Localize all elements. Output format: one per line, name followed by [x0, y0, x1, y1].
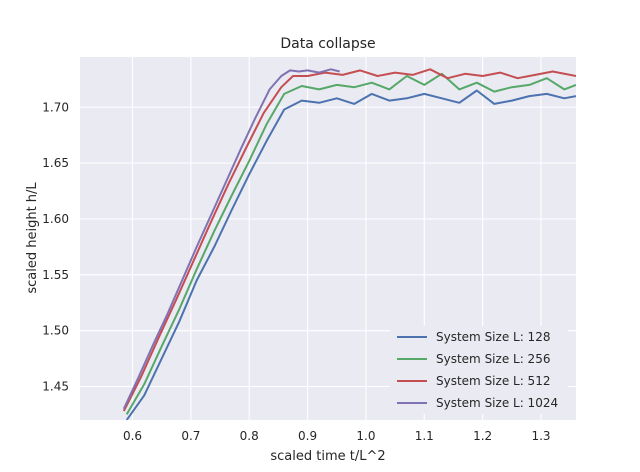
x-axis: 0.6 0.7 0.8 0.9 1.0 1.1 1.2 1.3: [123, 429, 551, 443]
x-tick-label: 1.0: [356, 429, 375, 443]
x-axis-label: scaled time t/L^2: [270, 449, 385, 464]
legend-box: [390, 326, 568, 414]
legend-label-2: System Size L: 512: [436, 374, 550, 388]
legend-label-1: System Size L: 256: [436, 352, 550, 366]
legend-label-3: System Size L: 1024: [436, 396, 558, 410]
x-tick-label: 0.7: [181, 429, 200, 443]
y-tick-label: 1.65: [42, 156, 69, 170]
y-tick-label: 1.60: [42, 212, 69, 226]
y-tick-label: 1.45: [42, 379, 69, 393]
x-tick-label: 0.9: [298, 429, 317, 443]
legend: System Size L: 128 System Size L: 256 Syst…: [390, 326, 568, 414]
x-tick-label: 0.6: [123, 429, 142, 443]
y-axis: 1.45 1.50 1.55 1.60 1.65 1.70: [42, 100, 69, 393]
series-layer: [122, 68, 576, 420]
x-tick-label: 0.8: [240, 429, 259, 443]
legend-label-0: System Size L: 128: [436, 330, 550, 344]
series-line-0: [125, 89, 576, 420]
x-tick-label: 1.1: [415, 429, 434, 443]
series-line-2: [122, 68, 576, 412]
y-axis-label: scaled height h/L: [25, 182, 40, 294]
y-tick-label: 1.70: [42, 100, 69, 114]
chart-title: Data collapse: [280, 36, 375, 52]
y-tick-label: 1.50: [42, 324, 69, 338]
series-line-1: [125, 72, 576, 415]
series-line-3: [122, 68, 340, 410]
y-tick-label: 1.55: [42, 268, 69, 282]
x-tick-label: 1.3: [531, 429, 550, 443]
x-tick-label: 1.2: [473, 429, 492, 443]
